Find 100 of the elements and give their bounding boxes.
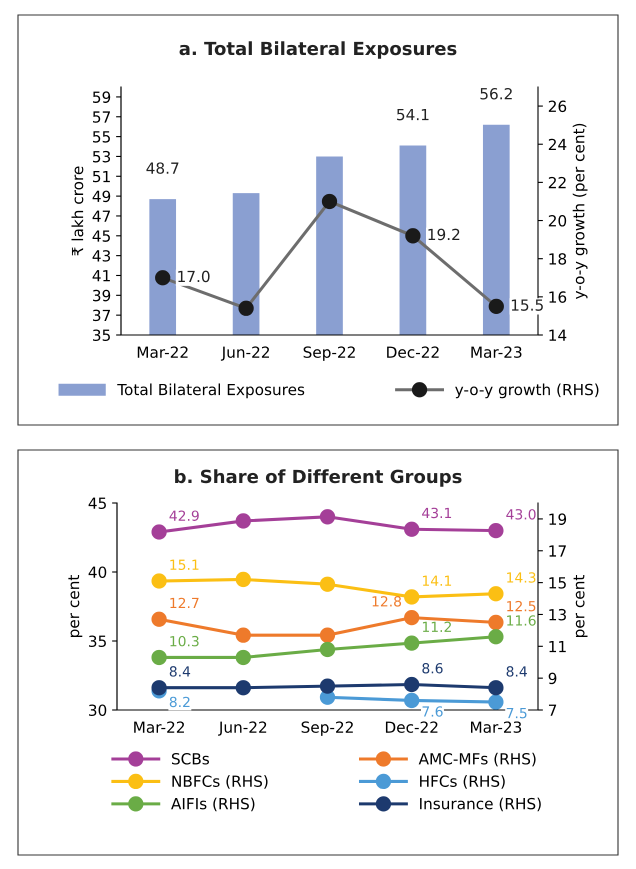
data-label: 19.2 — [428, 228, 460, 240]
y-tick-label: 43 — [92, 250, 110, 262]
x-tick-label: Mar-23 — [471, 346, 522, 358]
legend-label: y-o-y growth (RHS) — [455, 383, 598, 398]
y2-tick-label: 16 — [549, 291, 566, 303]
point — [488, 680, 504, 696]
data-label: 11.6 — [507, 615, 536, 626]
y2-tick-label: 17 — [549, 545, 566, 557]
point — [236, 628, 251, 643]
y-tick-label: 59 — [93, 91, 110, 103]
x-tick-label: Sep-22 — [304, 346, 355, 361]
point — [488, 629, 504, 644]
data-label: 48.7 — [146, 162, 178, 174]
y-tick-label: 40 — [88, 566, 106, 578]
legend-label: AIFIs (RHS) — [171, 798, 254, 812]
y2-tick-label: 11 — [549, 640, 566, 652]
legend-label: Insurance (RHS) — [420, 798, 541, 812]
y-tick-label: 47 — [92, 210, 110, 222]
legend-label: NBFCs (RHS) — [172, 775, 268, 789]
y-tick-label: 30 — [89, 704, 106, 716]
y2-tick-label: 24 — [548, 138, 566, 150]
y2-tick-label: 18 — [549, 253, 566, 265]
point — [151, 573, 167, 589]
data-label: 8.2 — [170, 696, 190, 708]
point — [320, 678, 336, 694]
y-tick-label: 37 — [93, 310, 110, 322]
chart-title: a. Total Bilateral Exposures — [180, 41, 456, 59]
y-tick-label: 45 — [88, 498, 106, 510]
point — [151, 650, 167, 666]
legend-label: HFCs (RHS) — [420, 775, 505, 789]
x-tick-label: Sep-22 — [302, 721, 353, 736]
point — [320, 576, 336, 592]
y2-tick-label: 15 — [549, 577, 566, 589]
data-label: 43.1 — [422, 508, 452, 518]
data-label: 15.5 — [512, 299, 543, 311]
x-tick-label: Dec-22 — [386, 721, 438, 733]
data-label: 7.5 — [506, 708, 526, 718]
data-label: 56.2 — [480, 88, 512, 100]
x-tick-label: Jun-22 — [220, 346, 269, 361]
data-label: 14.1 — [422, 576, 452, 586]
data-label: 12.5 — [507, 600, 536, 612]
y2-tick-label: 22 — [548, 176, 566, 188]
y-tick-label: 45 — [92, 230, 110, 242]
point — [320, 628, 336, 643]
data-label: 54.1 — [397, 108, 428, 120]
data-label: 10.3 — [170, 636, 199, 646]
x-tick-label: Mar-23 — [470, 721, 522, 733]
legend-label: Total Bilateral Exposures — [117, 383, 304, 398]
y2-tick-label: 19 — [549, 513, 566, 525]
x-tick-label: Jun-22 — [218, 721, 266, 736]
point — [236, 680, 251, 696]
y-tick-label: 41 — [92, 270, 110, 282]
y2-tick-label: 13 — [549, 608, 566, 620]
data-label: 7.6 — [422, 706, 443, 717]
point — [151, 612, 167, 627]
y-tick-label: 55 — [93, 131, 110, 143]
point — [404, 589, 420, 605]
y-tick-label: 57 — [93, 111, 110, 123]
point — [236, 513, 251, 529]
point — [488, 614, 504, 630]
data-label: 8.6 — [422, 662, 443, 674]
data-label: 17.0 — [178, 270, 210, 282]
point — [404, 692, 420, 708]
data-label: 8.4 — [506, 666, 527, 677]
y2-axis-title: per cent — [574, 575, 588, 637]
point — [320, 509, 336, 524]
x-tick-label: Dec-22 — [387, 346, 439, 358]
y-tick-label: 35 — [89, 635, 106, 648]
point — [488, 694, 504, 710]
y-tick-label: 39 — [93, 290, 110, 302]
y-tick-label: 53 — [93, 150, 110, 162]
point — [151, 680, 167, 696]
data-label: 12.8 — [372, 596, 402, 607]
y-axis-title: per cent — [68, 575, 82, 637]
point — [320, 642, 336, 658]
y2-axis-title: y-o-y growth (per cent) — [572, 124, 588, 300]
y-tick-label: 49 — [92, 190, 110, 202]
x-tick-label: Mar-22 — [138, 346, 188, 358]
point — [404, 635, 420, 651]
data-label: 12.7 — [170, 598, 199, 608]
data-label: 43.0 — [506, 509, 536, 520]
data-label: 14.3 — [507, 572, 536, 583]
y2-tick-label: 9 — [548, 672, 556, 684]
point — [236, 572, 251, 588]
chart-title: b. Share of Different Groups — [175, 469, 462, 487]
legend-label: SCBs — [172, 753, 210, 765]
data-label: 42.9 — [170, 510, 199, 521]
y-tick-label: 51 — [93, 170, 110, 182]
data-label: 11.2 — [422, 622, 451, 632]
y2-tick-label: 14 — [549, 330, 566, 341]
point — [404, 522, 420, 537]
point — [151, 524, 167, 540]
point — [404, 610, 420, 626]
y2-tick-label: 7 — [548, 704, 556, 716]
data-label: 8.4 — [170, 666, 190, 677]
point — [236, 650, 251, 666]
point — [488, 522, 504, 538]
point — [404, 676, 420, 692]
y2-tick-label: 26 — [548, 100, 566, 112]
point — [488, 586, 504, 602]
